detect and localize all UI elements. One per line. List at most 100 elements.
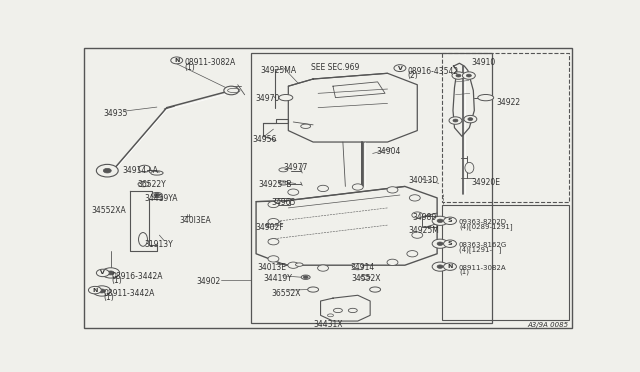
Text: 34431X: 34431X	[313, 320, 343, 329]
Bar	[251, 53, 492, 323]
Text: 08911-3442A: 08911-3442A	[103, 289, 155, 298]
Text: N: N	[174, 58, 179, 63]
Ellipse shape	[138, 182, 149, 187]
Circle shape	[432, 262, 448, 271]
Text: 34925M: 34925M	[409, 226, 440, 235]
Ellipse shape	[361, 275, 370, 279]
Text: S: S	[448, 218, 452, 223]
Text: 34970: 34970	[255, 94, 280, 103]
Text: 08911-3082A: 08911-3082A	[184, 58, 236, 67]
Ellipse shape	[279, 168, 288, 172]
Circle shape	[394, 65, 406, 71]
Text: (1): (1)	[111, 276, 122, 285]
Bar	[442, 53, 568, 202]
Text: 34419YA: 34419YA	[145, 194, 178, 203]
Ellipse shape	[279, 181, 288, 185]
Text: 34925MA: 34925MA	[260, 65, 296, 74]
Circle shape	[432, 239, 448, 248]
Circle shape	[437, 219, 443, 222]
Ellipse shape	[138, 232, 147, 246]
Circle shape	[437, 265, 443, 268]
Text: 34914+A: 34914+A	[122, 166, 158, 174]
Text: (2): (2)	[408, 71, 418, 80]
Circle shape	[138, 165, 150, 172]
Circle shape	[97, 164, 118, 177]
Text: 34914: 34914	[350, 263, 374, 272]
Text: (1): (1)	[459, 269, 469, 275]
Ellipse shape	[275, 200, 280, 203]
Circle shape	[154, 193, 160, 197]
Circle shape	[99, 289, 106, 293]
Text: 34920E: 34920E	[472, 178, 501, 187]
Circle shape	[102, 268, 120, 278]
Text: 34910: 34910	[472, 58, 496, 67]
Text: 34419Y: 34419Y	[264, 275, 292, 283]
Text: 34965: 34965	[271, 198, 295, 208]
Circle shape	[444, 263, 456, 270]
Text: (1): (1)	[184, 63, 195, 72]
Text: V: V	[397, 65, 403, 71]
Bar	[422, 216, 437, 227]
Circle shape	[444, 240, 456, 247]
Text: 08916-43542: 08916-43542	[408, 67, 458, 76]
Text: 36522Y: 36522Y	[137, 180, 166, 189]
Ellipse shape	[370, 287, 381, 292]
Text: 34552XA: 34552XA	[91, 206, 125, 215]
Circle shape	[103, 169, 111, 173]
Ellipse shape	[465, 162, 474, 173]
Text: 31913Y: 31913Y	[145, 240, 173, 249]
Bar	[442, 205, 568, 320]
Circle shape	[432, 216, 448, 225]
Ellipse shape	[308, 287, 319, 292]
Circle shape	[410, 195, 420, 201]
Text: A3/9A 0085: A3/9A 0085	[527, 322, 568, 328]
Ellipse shape	[478, 94, 493, 101]
Ellipse shape	[301, 275, 310, 279]
Circle shape	[449, 117, 462, 124]
Circle shape	[387, 187, 398, 193]
Text: 34013D: 34013D	[409, 176, 439, 185]
Ellipse shape	[279, 94, 292, 101]
Circle shape	[268, 218, 279, 225]
Circle shape	[467, 74, 471, 77]
Circle shape	[468, 118, 473, 121]
Text: 34902F: 34902F	[255, 223, 284, 232]
Text: S: S	[448, 241, 452, 246]
Ellipse shape	[152, 192, 163, 198]
Ellipse shape	[348, 308, 357, 312]
Text: (4)[1291-   ]: (4)[1291- ]	[459, 246, 502, 253]
Circle shape	[352, 263, 364, 270]
Text: 34980: 34980	[412, 213, 436, 222]
Circle shape	[387, 259, 398, 266]
Text: 340I3EA: 340I3EA	[179, 216, 211, 225]
Circle shape	[407, 251, 418, 257]
Circle shape	[93, 286, 111, 296]
Text: 34552X: 34552X	[352, 275, 381, 283]
Text: 08916-3442A: 08916-3442A	[111, 272, 163, 280]
Text: 08363-8162G: 08363-8162G	[459, 242, 507, 248]
Text: N: N	[92, 288, 97, 293]
Text: (4)[0289-1291]: (4)[0289-1291]	[459, 223, 513, 230]
Bar	[275, 198, 290, 205]
Text: N: N	[447, 264, 452, 269]
Text: 09363-8202D: 09363-8202D	[459, 219, 507, 225]
Ellipse shape	[296, 263, 303, 266]
Text: 34904: 34904	[376, 147, 401, 156]
Circle shape	[452, 72, 465, 79]
Circle shape	[437, 242, 443, 246]
Ellipse shape	[328, 314, 333, 317]
Text: 34922: 34922	[497, 98, 521, 107]
Text: 34977: 34977	[284, 163, 308, 171]
Circle shape	[453, 119, 458, 122]
Circle shape	[288, 262, 299, 268]
Text: 08911-3082A: 08911-3082A	[459, 264, 507, 270]
Circle shape	[412, 212, 423, 218]
Circle shape	[352, 184, 364, 190]
Circle shape	[224, 86, 239, 95]
Circle shape	[288, 189, 299, 195]
Circle shape	[317, 265, 328, 271]
Circle shape	[464, 115, 477, 123]
Text: 34902: 34902	[196, 277, 221, 286]
Circle shape	[317, 185, 328, 192]
Text: 36552X: 36552X	[271, 289, 300, 298]
